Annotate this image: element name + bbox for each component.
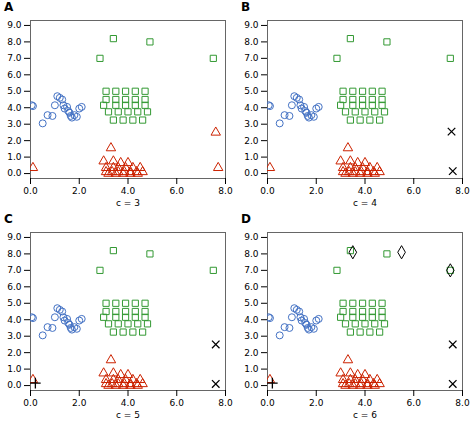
svg-text:2.0: 2.0: [72, 398, 87, 408]
svg-text:0.0: 0.0: [7, 380, 22, 390]
svg-text:4.0: 4.0: [244, 103, 259, 113]
svg-text:7.0: 7.0: [7, 53, 22, 63]
svg-text:4.0: 4.0: [121, 186, 136, 196]
svg-text:4.0: 4.0: [358, 186, 373, 196]
svg-text:6.0: 6.0: [170, 186, 185, 196]
svg-text:9.0: 9.0: [7, 232, 22, 242]
svg-text:2.0: 2.0: [309, 398, 324, 408]
html-text:D: D: [241, 212, 251, 226]
svg-text:8.0: 8.0: [244, 37, 259, 47]
svg-text:7.0: 7.0: [244, 265, 259, 275]
svg-text:6.0: 6.0: [407, 398, 422, 408]
svg-text:9.0: 9.0: [244, 232, 259, 242]
svg-text:6.0: 6.0: [244, 70, 259, 80]
svg-text:2.0: 2.0: [244, 348, 259, 358]
svg-text:7.0: 7.0: [244, 53, 259, 63]
svg-text:6.0: 6.0: [7, 282, 22, 292]
svg-text:5.0: 5.0: [7, 86, 22, 96]
svg-text:5.0: 5.0: [7, 298, 22, 308]
svg-text:4.0: 4.0: [244, 315, 259, 325]
svg-text:c = 4: c = 4: [353, 198, 377, 208]
svg-text:8.0: 8.0: [244, 249, 259, 259]
svg-text:6.0: 6.0: [244, 282, 259, 292]
svg-text:5.0: 5.0: [244, 86, 259, 96]
svg-text:3.0: 3.0: [7, 331, 22, 341]
svg-text:8.0: 8.0: [455, 186, 470, 196]
svg-text:4.0: 4.0: [7, 103, 22, 113]
svg-text:9.0: 9.0: [7, 20, 22, 30]
svg-text:4.0: 4.0: [121, 398, 136, 408]
svg-text:c = 5: c = 5: [116, 410, 140, 420]
html-text:B: B: [241, 0, 251, 14]
html-text:A: A: [4, 0, 14, 14]
svg-text:2.0: 2.0: [7, 136, 22, 146]
svg-text:9.0: 9.0: [244, 20, 259, 30]
svg-text:1.0: 1.0: [244, 364, 259, 374]
svg-text:4.0: 4.0: [7, 315, 22, 325]
svg-text:4.0: 4.0: [358, 398, 373, 408]
svg-text:8.0: 8.0: [218, 186, 233, 196]
svg-text:2.0: 2.0: [72, 186, 87, 196]
svg-text:0.0: 0.0: [23, 186, 38, 196]
svg-text:3.0: 3.0: [7, 119, 22, 129]
html-text:C: C: [4, 212, 13, 226]
svg-text:c = 6: c = 6: [353, 410, 377, 420]
svg-text:0.0: 0.0: [244, 380, 259, 390]
svg-text:8.0: 8.0: [7, 37, 22, 47]
svg-text:8.0: 8.0: [7, 249, 22, 259]
svg-text:0.0: 0.0: [23, 398, 38, 408]
svg-text:2.0: 2.0: [7, 348, 22, 358]
svg-text:3.0: 3.0: [244, 119, 259, 129]
svg-text:7.0: 7.0: [7, 265, 22, 275]
svg-text:2.0: 2.0: [309, 186, 324, 196]
svg-text:0.0: 0.0: [260, 186, 275, 196]
svg-text:0.0: 0.0: [244, 168, 259, 178]
svg-text:0.0: 0.0: [260, 398, 275, 408]
svg-text:3.0: 3.0: [244, 331, 259, 341]
svg-text:5.0: 5.0: [244, 298, 259, 308]
svg-text:6.0: 6.0: [407, 186, 422, 196]
svg-text:1.0: 1.0: [7, 364, 22, 374]
svg-text:8.0: 8.0: [455, 398, 470, 408]
svg-text:0.0: 0.0: [7, 168, 22, 178]
svg-text:1.0: 1.0: [244, 152, 259, 162]
svg-text:1.0: 1.0: [7, 152, 22, 162]
svg-text:6.0: 6.0: [7, 70, 22, 80]
svg-text:c = 3: c = 3: [116, 198, 140, 208]
svg-text:2.0: 2.0: [244, 136, 259, 146]
svg-text:8.0: 8.0: [218, 398, 233, 408]
svg-text:6.0: 6.0: [170, 398, 185, 408]
